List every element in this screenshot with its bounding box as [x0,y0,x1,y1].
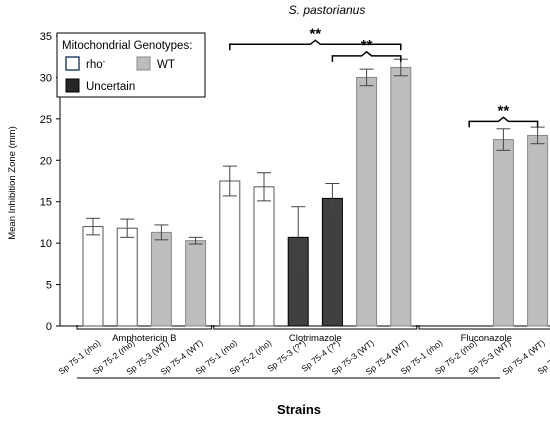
y-tick-label: 20 [40,155,52,167]
bar [150,231,172,327]
bar [527,134,549,327]
bar [185,240,207,327]
legend-label-uncertain: Uncertain [86,81,135,93]
y-tick-label: 0 [46,321,52,333]
y-axis-label: Mean Inhibition Zone (mm) [7,126,18,240]
bar [390,66,412,327]
legend-box [56,32,206,98]
legend: Mitochondrial Genotypes: rho- WT Uncerta… [56,32,206,98]
legend-title: Mitochondrial Genotypes: [62,40,192,52]
group-bracket [76,325,213,330]
significance-label: ** [309,25,321,42]
bars [82,58,549,327]
bar [492,139,514,327]
y-tick-label: 15 [40,197,52,209]
axes: 0 5 10 15 20 25 30 35 [40,31,550,379]
legend-swatch-wt [136,56,151,71]
bar [253,186,275,327]
legend-label-rho-text: rho [86,59,103,71]
x-axis-label: Strains [277,402,321,417]
bar [82,226,104,327]
chart-title: S. pastorianus [289,3,366,17]
bar [356,76,378,327]
legend-swatch-uncertain [65,78,80,93]
group-label: Fluconazole [461,333,512,344]
significance-brackets: ** ** ** [229,25,539,128]
significance-bracket [468,116,539,128]
y-tick-label: 35 [40,31,52,43]
y-tick-label: 10 [40,238,52,250]
legend-swatch-rho [65,56,80,71]
legend-label-rho-sup: - [103,57,106,66]
significance-label: ** [498,102,510,119]
bar [116,227,138,327]
y-tick-label: 30 [40,72,52,84]
significance-bracket [229,39,402,51]
group-bracket [213,325,418,330]
legend-label-rho: rho- [86,57,106,71]
legend-label-wt: WT [157,59,175,71]
bar [219,180,241,327]
x-tick-labels: Sp 75-1 (rho)Sp 75-2 (rho)Sp 75-3 (WT)Sp… [57,325,550,377]
group-label: Amphotericin B [112,333,176,344]
significance-bracket [331,50,402,62]
group-label: Clotrimazole [289,333,342,344]
group-bracket [418,325,550,330]
y-tick-label: 5 [46,280,52,292]
significance-label: ** [361,37,373,54]
bar [321,197,343,327]
y-tick-label: 25 [40,114,52,126]
